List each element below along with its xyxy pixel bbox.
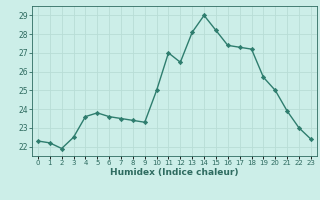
X-axis label: Humidex (Indice chaleur): Humidex (Indice chaleur): [110, 168, 239, 177]
